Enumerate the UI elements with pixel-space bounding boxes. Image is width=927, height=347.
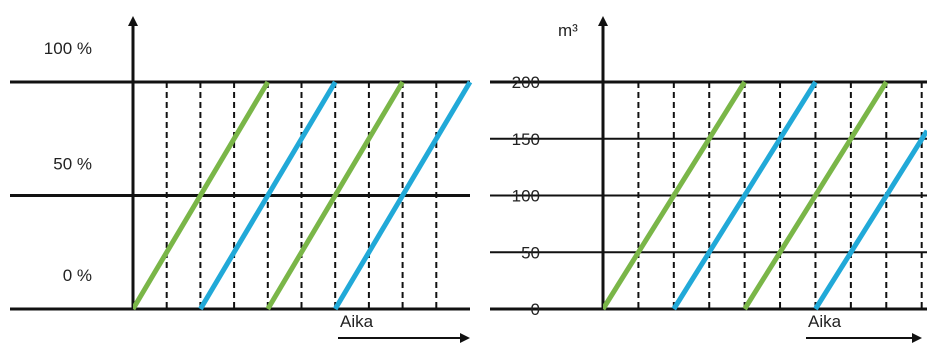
y-tick-label: 100	[512, 187, 540, 206]
y-tick-label: 50 %	[53, 155, 92, 174]
y-tick-label: 0 %	[63, 266, 92, 285]
y-tick-label: 100 %	[44, 39, 92, 58]
volume-chart: 0 50 100 150 200 Aika m³	[490, 16, 927, 343]
x-axis-arrowhead	[912, 333, 922, 343]
series-line-2	[198, 80, 338, 311]
y-axis-label: m³	[558, 21, 578, 40]
y-tick-label: 150	[512, 130, 540, 149]
fill-percent-chart: 0 % 50 % 100 % Aika	[10, 16, 473, 343]
series-group	[133, 80, 473, 311]
series-line-4	[333, 80, 473, 311]
y-tick-label: 0	[531, 300, 540, 319]
x-axis-label: Aika	[808, 312, 842, 331]
y-tick-label: 50	[521, 243, 540, 262]
series-line-1	[603, 80, 747, 311]
series-line-2	[671, 80, 818, 311]
y-tick-label: 200	[512, 73, 540, 92]
y-axis-arrowhead	[128, 16, 138, 26]
series-line-4	[813, 129, 927, 311]
x-axis-label: Aika	[340, 312, 374, 331]
series-line-3	[265, 80, 405, 311]
series-line-3	[742, 80, 889, 311]
series-line-1	[133, 80, 270, 311]
series-group	[603, 80, 927, 311]
y-axis-arrowhead	[598, 16, 608, 26]
x-axis-arrowhead	[460, 333, 470, 343]
